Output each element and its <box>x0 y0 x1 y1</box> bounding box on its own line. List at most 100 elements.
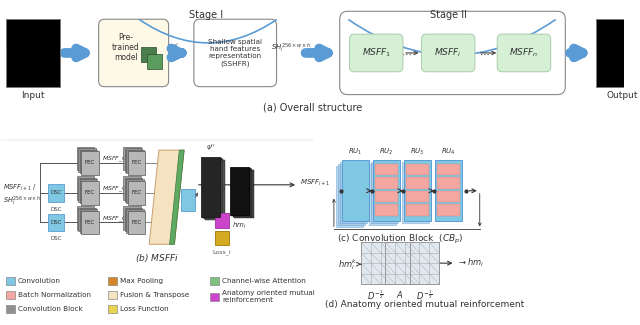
Text: Max Pooling: Max Pooling <box>120 278 163 284</box>
Text: Output: Output <box>607 91 639 100</box>
Bar <box>437 191 460 202</box>
FancyBboxPatch shape <box>340 11 565 95</box>
Text: $A$: $A$ <box>396 289 404 300</box>
Bar <box>596 19 640 87</box>
Text: $D^{-\frac{1}{2}}$: $D^{-\frac{1}{2}}$ <box>416 289 433 302</box>
Text: Loss Function: Loss Function <box>120 306 168 312</box>
Text: Batch Normalization: Batch Normalization <box>18 292 91 298</box>
Text: $MSFF\_C^2_i$: $MSFF\_C^2_i$ <box>102 183 131 194</box>
Bar <box>372 160 400 222</box>
FancyBboxPatch shape <box>421 34 475 72</box>
Bar <box>17 26 49 80</box>
Text: $MSFF_i$: $MSFF_i$ <box>435 47 462 59</box>
Bar <box>124 176 141 200</box>
Text: $hm^k_i$: $hm^k_i$ <box>338 257 357 272</box>
Text: $MSFF_{i+1}$: $MSFF_{i+1}$ <box>300 178 330 188</box>
Bar <box>181 189 195 211</box>
Bar <box>81 151 99 175</box>
Bar <box>211 277 219 285</box>
Bar <box>233 169 252 216</box>
Bar <box>6 19 60 87</box>
Text: Input: Input <box>20 91 44 100</box>
Bar <box>338 164 365 226</box>
Bar <box>126 179 144 203</box>
Bar <box>81 211 99 234</box>
Text: (b) $MSFFi$: (b) $MSFFi$ <box>135 252 179 264</box>
Text: $RU_3$: $RU_3$ <box>410 147 425 157</box>
Bar <box>124 206 141 230</box>
Bar <box>230 167 250 214</box>
Bar <box>126 209 144 233</box>
Bar <box>77 206 94 230</box>
Bar <box>147 54 162 69</box>
Bar <box>375 164 398 176</box>
Text: $\psi''$: $\psi''$ <box>205 143 215 154</box>
Text: FEC: FEC <box>84 161 95 165</box>
Bar <box>108 291 117 299</box>
Text: $RU_4$: $RU_4$ <box>441 147 456 157</box>
Bar <box>6 19 60 50</box>
Text: Pre-
trained
model: Pre- trained model <box>112 32 140 62</box>
Text: Channel-wise Attention: Channel-wise Attention <box>222 278 306 284</box>
Bar <box>79 209 97 233</box>
Bar <box>6 19 60 87</box>
Bar <box>375 204 398 215</box>
Bar <box>596 50 640 87</box>
Bar <box>437 204 460 215</box>
Text: FEC: FEC <box>131 161 141 165</box>
Bar <box>77 176 94 200</box>
Text: $\rightarrow hm_i$: $\rightarrow hm_i$ <box>458 257 484 269</box>
Text: FEC: FEC <box>84 190 95 195</box>
Bar <box>125 148 142 172</box>
Text: $H^{l}_{roi}$: $H^{l}_{roi}$ <box>169 42 184 57</box>
Bar <box>406 204 429 215</box>
Text: $MSFF_{i+1}$ /
$SH^{256\times w\times h}_i$: $MSFF_{i+1}$ / $SH^{256\times w\times h}… <box>3 183 42 208</box>
Bar <box>108 277 117 285</box>
Bar <box>406 164 429 176</box>
Bar <box>128 151 145 175</box>
Bar <box>369 164 396 226</box>
Bar <box>205 160 225 219</box>
Bar <box>108 305 117 313</box>
Bar <box>6 291 15 299</box>
Text: Convolution Block: Convolution Block <box>18 306 83 312</box>
Text: $\cdots$: $\cdots$ <box>479 49 490 59</box>
Bar <box>375 177 398 189</box>
Bar <box>410 242 439 284</box>
Bar <box>141 47 156 62</box>
Text: FEC: FEC <box>131 220 141 225</box>
FancyBboxPatch shape <box>349 34 403 72</box>
Text: Anatomy oriented mutual
reinforcement: Anatomy oriented mutual reinforcement <box>222 290 315 303</box>
Bar <box>437 164 460 176</box>
Bar <box>234 170 253 217</box>
Bar <box>48 184 63 202</box>
Bar <box>6 277 15 285</box>
Text: $RU_1$: $RU_1$ <box>348 147 363 157</box>
Bar <box>78 178 96 202</box>
FancyBboxPatch shape <box>194 19 276 87</box>
Bar <box>437 177 460 189</box>
Bar <box>375 191 398 202</box>
Bar <box>79 150 97 174</box>
Bar <box>596 19 640 50</box>
Bar <box>406 191 429 202</box>
Bar <box>81 181 99 205</box>
Bar <box>406 177 429 189</box>
Text: $D^{-\frac{1}{2}}$: $D^{-\frac{1}{2}}$ <box>367 289 384 302</box>
Bar <box>202 158 221 217</box>
Bar <box>6 50 60 87</box>
Bar <box>371 162 398 224</box>
Bar <box>77 147 94 170</box>
Bar <box>79 179 97 203</box>
Text: Loss_i: Loss_i <box>212 249 232 255</box>
Bar <box>402 162 429 224</box>
Text: $MSFF_1$: $MSFF_1$ <box>362 47 391 59</box>
Polygon shape <box>149 150 184 244</box>
Bar <box>385 242 415 284</box>
Bar <box>6 305 15 313</box>
Bar <box>48 214 63 231</box>
Bar <box>204 159 223 218</box>
Bar <box>211 293 219 301</box>
Text: DSC: DSC <box>50 190 61 195</box>
Bar <box>361 242 390 284</box>
